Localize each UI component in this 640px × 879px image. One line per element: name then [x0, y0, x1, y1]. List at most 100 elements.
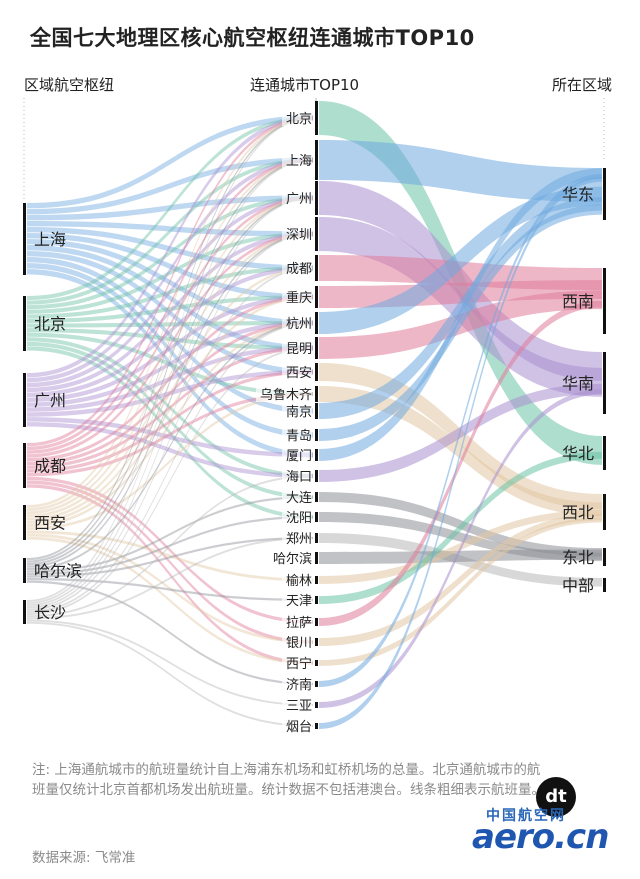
hub-bar-0 [23, 203, 26, 275]
city-bar-25 [315, 723, 318, 729]
city-label-bg [282, 364, 312, 380]
city-label: 西安 [286, 366, 312, 381]
flow-hub-city-5-3 [27, 232, 313, 568]
flow-hub-city-2-5 [27, 294, 313, 402]
city-label: 乌鲁木齐 [260, 387, 312, 403]
flow-hub-city-0-6 [27, 239, 313, 326]
city-label-bg [282, 614, 312, 630]
page-title: 全国七大地理区核心航空枢纽连通城市TOP10 [30, 26, 475, 50]
flow-hub-city-1-15 [27, 346, 313, 520]
flow-hub-city-6-13 [27, 475, 313, 618]
flow-hub-city-2-0 [27, 115, 313, 378]
flow-hub-city-0-3 [27, 221, 313, 237]
flow-hub-city-3-5 [27, 295, 313, 462]
flow-hub-city-3-6 [27, 321, 313, 466]
city-bar-2 [315, 181, 318, 215]
flow-hub-city-0-2 [27, 195, 313, 221]
flow-hub-city-6-7 [27, 347, 313, 616]
city-bar-24 [315, 702, 318, 708]
column-header-regions: 所在区域 [551, 76, 612, 94]
flow-hub-city-4-21 [27, 533, 313, 644]
region-bar-3 [603, 436, 606, 470]
city-bar-21 [315, 638, 318, 646]
city-label-bg [282, 315, 312, 331]
city-bar-12 [315, 449, 318, 461]
city-bar-9 [315, 386, 318, 402]
city-label-bg [282, 260, 312, 276]
dt-badge-icon: dt [536, 777, 576, 817]
city-label: 广州 [286, 192, 312, 207]
region-bar-1 [603, 268, 606, 334]
flow-hub-city-3-0 [27, 116, 313, 447]
flow-hub-city-6-4 [27, 267, 313, 611]
flow-hub-city-2-1 [27, 157, 313, 383]
flow-city-region-20 [319, 300, 602, 626]
flow-hub-city-3-7 [27, 346, 313, 469]
city-label: 三亚 [286, 699, 312, 714]
city-bar-5 [315, 286, 318, 308]
city-bar-20 [315, 618, 318, 626]
flow-city-region-23 [319, 173, 602, 687]
region-label: 华东 [562, 185, 594, 204]
city-bar-4 [315, 255, 318, 281]
flow-hub-city-1-1 [27, 157, 313, 305]
city-label: 拉萨 [286, 616, 312, 631]
flow-hub-city-3-9 [27, 392, 313, 477]
flow-hub-city-3-1 [27, 158, 313, 451]
city-label-bg [282, 468, 312, 484]
flow-hub-city-6-3 [27, 233, 313, 609]
flow-hub-city-4-6 [27, 321, 313, 527]
flow-hub-city-2-12 [27, 417, 313, 458]
city-label: 天津 [286, 594, 312, 609]
hub-label: 长沙 [34, 603, 66, 622]
hub-bar-2 [23, 373, 26, 427]
city-bar-0 [315, 101, 318, 135]
city-label: 南京 [286, 404, 312, 420]
city-label-bg [282, 530, 312, 546]
region-label: 华北 [562, 444, 594, 463]
region-label: 华南 [562, 374, 594, 393]
city-bar-3 [315, 217, 318, 251]
city-label-bg [282, 289, 312, 305]
hub-label: 上海 [34, 230, 66, 249]
logo-en-text: aero.cn [472, 817, 609, 857]
city-label: 沈阳 [286, 511, 312, 526]
city-label: 银川 [286, 636, 312, 651]
flow-hub-city-6-6 [27, 322, 313, 613]
city-label: 西宁 [286, 656, 312, 672]
city-bar-15 [315, 512, 318, 522]
site-logo: dt 中国航空网 aero.cn [472, 777, 632, 873]
city-bar-14 [315, 492, 318, 502]
flow-hub-city-6-0 [27, 117, 313, 602]
flow-hub-city-4-2 [27, 196, 313, 515]
flow-hub-city-0-11 [27, 263, 313, 438]
city-label: 成都 [286, 262, 312, 277]
city-label: 杭州 [286, 317, 312, 332]
data-source: 数据来源: 飞常准 [32, 850, 136, 866]
flow-hub-city-1-13 [27, 337, 313, 479]
flow-hub-city-6-16 [27, 537, 313, 620]
flow-hub-city-1-3 [27, 231, 313, 314]
city-label-bg [282, 340, 312, 356]
city-label-bg [282, 403, 312, 419]
column-header-cities: 连通城市TOP10 [250, 76, 360, 94]
city-label: 哈尔滨 [273, 551, 312, 567]
hub-label: 北京 [34, 315, 66, 334]
city-bar-18 [315, 576, 318, 584]
city-label-bg [282, 489, 312, 505]
hub-bar-5 [23, 558, 26, 583]
region-bar-4 [603, 494, 606, 530]
hub-bar-6 [23, 600, 26, 624]
region-label: 东北 [562, 548, 594, 567]
flow-hub-city-4-5 [27, 295, 313, 524]
city-bar-11 [315, 429, 318, 441]
flow-hub-city-1-14 [27, 341, 313, 500]
flow-city-region-10 [319, 196, 602, 419]
flow-hub-city-1-5 [27, 294, 313, 324]
flow-hub-city-2-7 [27, 345, 313, 412]
region-label: 中部 [562, 576, 594, 595]
city-label-bg [282, 190, 312, 206]
footnote: 注: 上海通航城市的航班量统计自上海浦东机场和虹桥机场的总量。北京通航城市的航班… [32, 762, 545, 798]
column-header-hubs: 区域航空枢纽 [24, 76, 115, 94]
city-label-bg [269, 550, 312, 566]
